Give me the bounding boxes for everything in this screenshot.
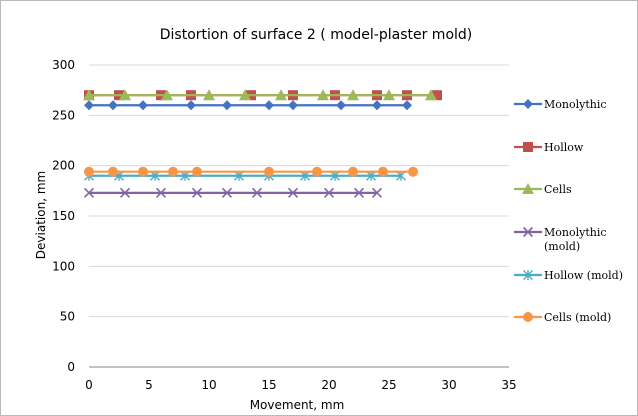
data-point — [221, 187, 233, 198]
data-point — [264, 100, 274, 111]
data-point — [372, 100, 382, 111]
legend-label: Monolythic — [544, 98, 607, 111]
data-point — [323, 187, 335, 198]
x-tick-label: 20 — [321, 378, 336, 392]
data-point — [239, 89, 251, 101]
x-tick-label: 35 — [501, 378, 516, 392]
data-point — [275, 89, 287, 101]
x-tick-label: 0 — [85, 378, 93, 392]
x-tick-label: 5 — [145, 378, 153, 392]
y-axis-ticks: 0 50 100 150 200 250 300 — [52, 58, 75, 374]
data-point — [161, 89, 173, 101]
legend-item: Hollow (mold) — [514, 269, 623, 282]
data-point — [348, 166, 358, 177]
data-point — [84, 100, 94, 111]
data-point — [383, 89, 395, 101]
data-point — [371, 187, 383, 198]
y-tick-label: 150 — [52, 209, 75, 223]
series-3 — [83, 89, 437, 101]
x-tick-label: 30 — [441, 378, 456, 392]
legend-label: Cells — [544, 183, 572, 196]
gridlines — [89, 64, 509, 368]
legend-marker — [523, 270, 533, 280]
data-point — [83, 89, 95, 101]
data-point — [353, 187, 365, 198]
data-point — [108, 166, 118, 177]
data-point — [108, 100, 118, 111]
legend-marker — [522, 226, 534, 238]
series-4 — [83, 187, 383, 198]
legend-label: Cells (mold) — [544, 311, 611, 324]
data-point — [138, 100, 148, 111]
legend-marker — [523, 142, 533, 152]
legend-label: Hollow — [544, 141, 584, 154]
data-point — [186, 100, 196, 111]
legend-item: Monolythic (mold) — [514, 226, 607, 253]
y-tick-label: 0 — [67, 360, 75, 374]
data-point — [191, 187, 203, 198]
data-point — [317, 89, 329, 101]
data-point — [288, 100, 298, 111]
series-1 — [84, 100, 412, 111]
data-point — [264, 166, 274, 177]
data-point — [251, 187, 263, 198]
data-point — [432, 90, 442, 101]
series-layer — [83, 89, 442, 198]
data-point — [222, 100, 232, 111]
data-point — [192, 166, 202, 177]
y-tick-label: 300 — [52, 58, 75, 72]
data-point — [119, 187, 131, 198]
legend-marker — [523, 99, 533, 109]
data-point — [312, 166, 322, 177]
y-axis-title: Deviation, mm — [34, 171, 48, 259]
data-point — [287, 187, 299, 198]
data-point — [203, 89, 215, 101]
data-point — [378, 166, 388, 177]
data-point — [83, 187, 95, 198]
x-tick-label: 15 — [261, 378, 276, 392]
data-point — [347, 89, 359, 101]
data-point — [84, 166, 94, 177]
legend-item: Hollow — [514, 141, 584, 154]
legend-marker — [523, 312, 533, 322]
data-point — [155, 187, 167, 198]
data-point — [119, 89, 131, 101]
legend-item: Cells — [514, 183, 572, 196]
legend-marker — [522, 183, 534, 194]
data-point — [336, 100, 346, 111]
y-tick-label: 250 — [52, 108, 75, 122]
legend-label: Monolythic (mold) — [544, 226, 607, 253]
series-6 — [84, 166, 418, 177]
data-point — [168, 166, 178, 177]
y-tick-label: 200 — [52, 159, 75, 173]
data-point — [138, 166, 148, 177]
legend: Monolythic Hollow Cells Monolythic (mold) Hol… — [514, 98, 623, 324]
legend-item: Monolythic — [514, 98, 607, 111]
x-axis-ticks: 0 5 10 15 20 25 30 35 — [85, 378, 516, 392]
data-point — [408, 166, 418, 177]
data-point — [402, 100, 412, 111]
data-point — [425, 89, 437, 101]
legend-label: Hollow (mold) — [544, 269, 623, 282]
y-tick-label: 50 — [60, 310, 75, 324]
x-tick-label: 10 — [201, 378, 216, 392]
legend-item: Cells (mold) — [514, 311, 611, 324]
x-tick-label: 25 — [381, 378, 396, 392]
y-tick-label: 100 — [52, 259, 75, 273]
x-axis-title: Movement, mm — [250, 398, 345, 412]
chart-title: Distortion of surface 2 ( model-plaster … — [160, 27, 473, 43]
